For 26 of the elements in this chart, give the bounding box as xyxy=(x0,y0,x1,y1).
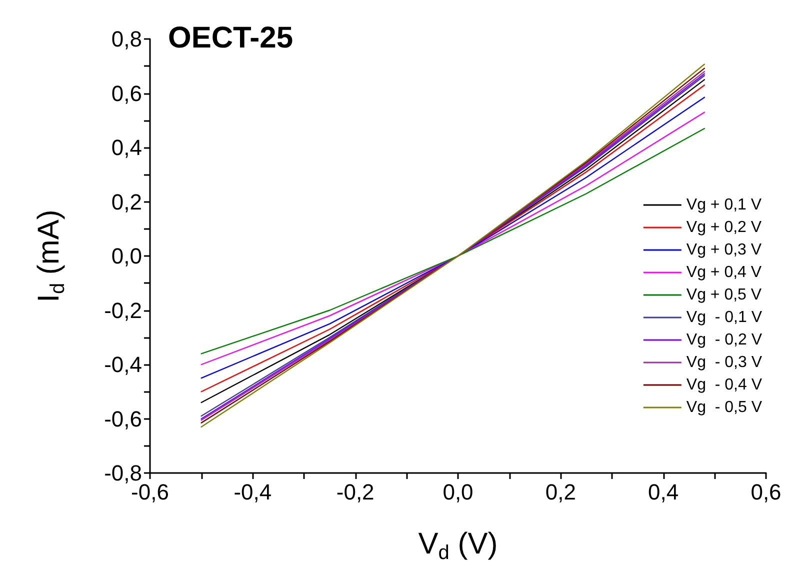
legend-label: Vg + 0,5 V xyxy=(686,286,762,304)
x-tick-label: 0,4 xyxy=(648,480,679,504)
y-axis-title: Id (mA) xyxy=(32,210,69,302)
legend-label: Vg + 0,3 V xyxy=(686,242,762,258)
y-tick-label: -0,2 xyxy=(104,298,142,323)
legend-label: Vg - 0,2 V xyxy=(686,332,762,348)
legend-label: Vg + 0,1 V xyxy=(686,196,762,214)
x-tick-label: -0,2 xyxy=(336,480,374,504)
y-tick-label: 0,2 xyxy=(111,189,142,214)
x-tick-label: -0,4 xyxy=(234,480,272,504)
y-tick-label: -0,4 xyxy=(104,352,142,377)
y-tick-label: -0,6 xyxy=(104,406,142,432)
y-tick-label: 0,4 xyxy=(111,135,142,160)
legend-label: Vg - 0,4 V xyxy=(686,376,762,394)
x-tick-label: 0,6 xyxy=(750,480,782,504)
legend-label: Vg - 0,5 V xyxy=(686,399,762,416)
legend-label: Vg + 0,4 V xyxy=(686,264,762,281)
legend-label: Vg + 0,2 V xyxy=(686,219,762,236)
chart-title: OECT-25 xyxy=(168,22,294,54)
legend-label: Vg - 0,1 V xyxy=(686,309,762,326)
legend-label: Vg - 0,3 V xyxy=(686,354,762,371)
y-tick-label: 0,0 xyxy=(111,244,142,268)
y-tick-label: 0,6 xyxy=(111,80,142,106)
x-tick-label: 0,2 xyxy=(545,480,576,504)
y-tick-label: 0,8 xyxy=(111,26,142,52)
x-tick-label: 0,0 xyxy=(442,480,474,504)
